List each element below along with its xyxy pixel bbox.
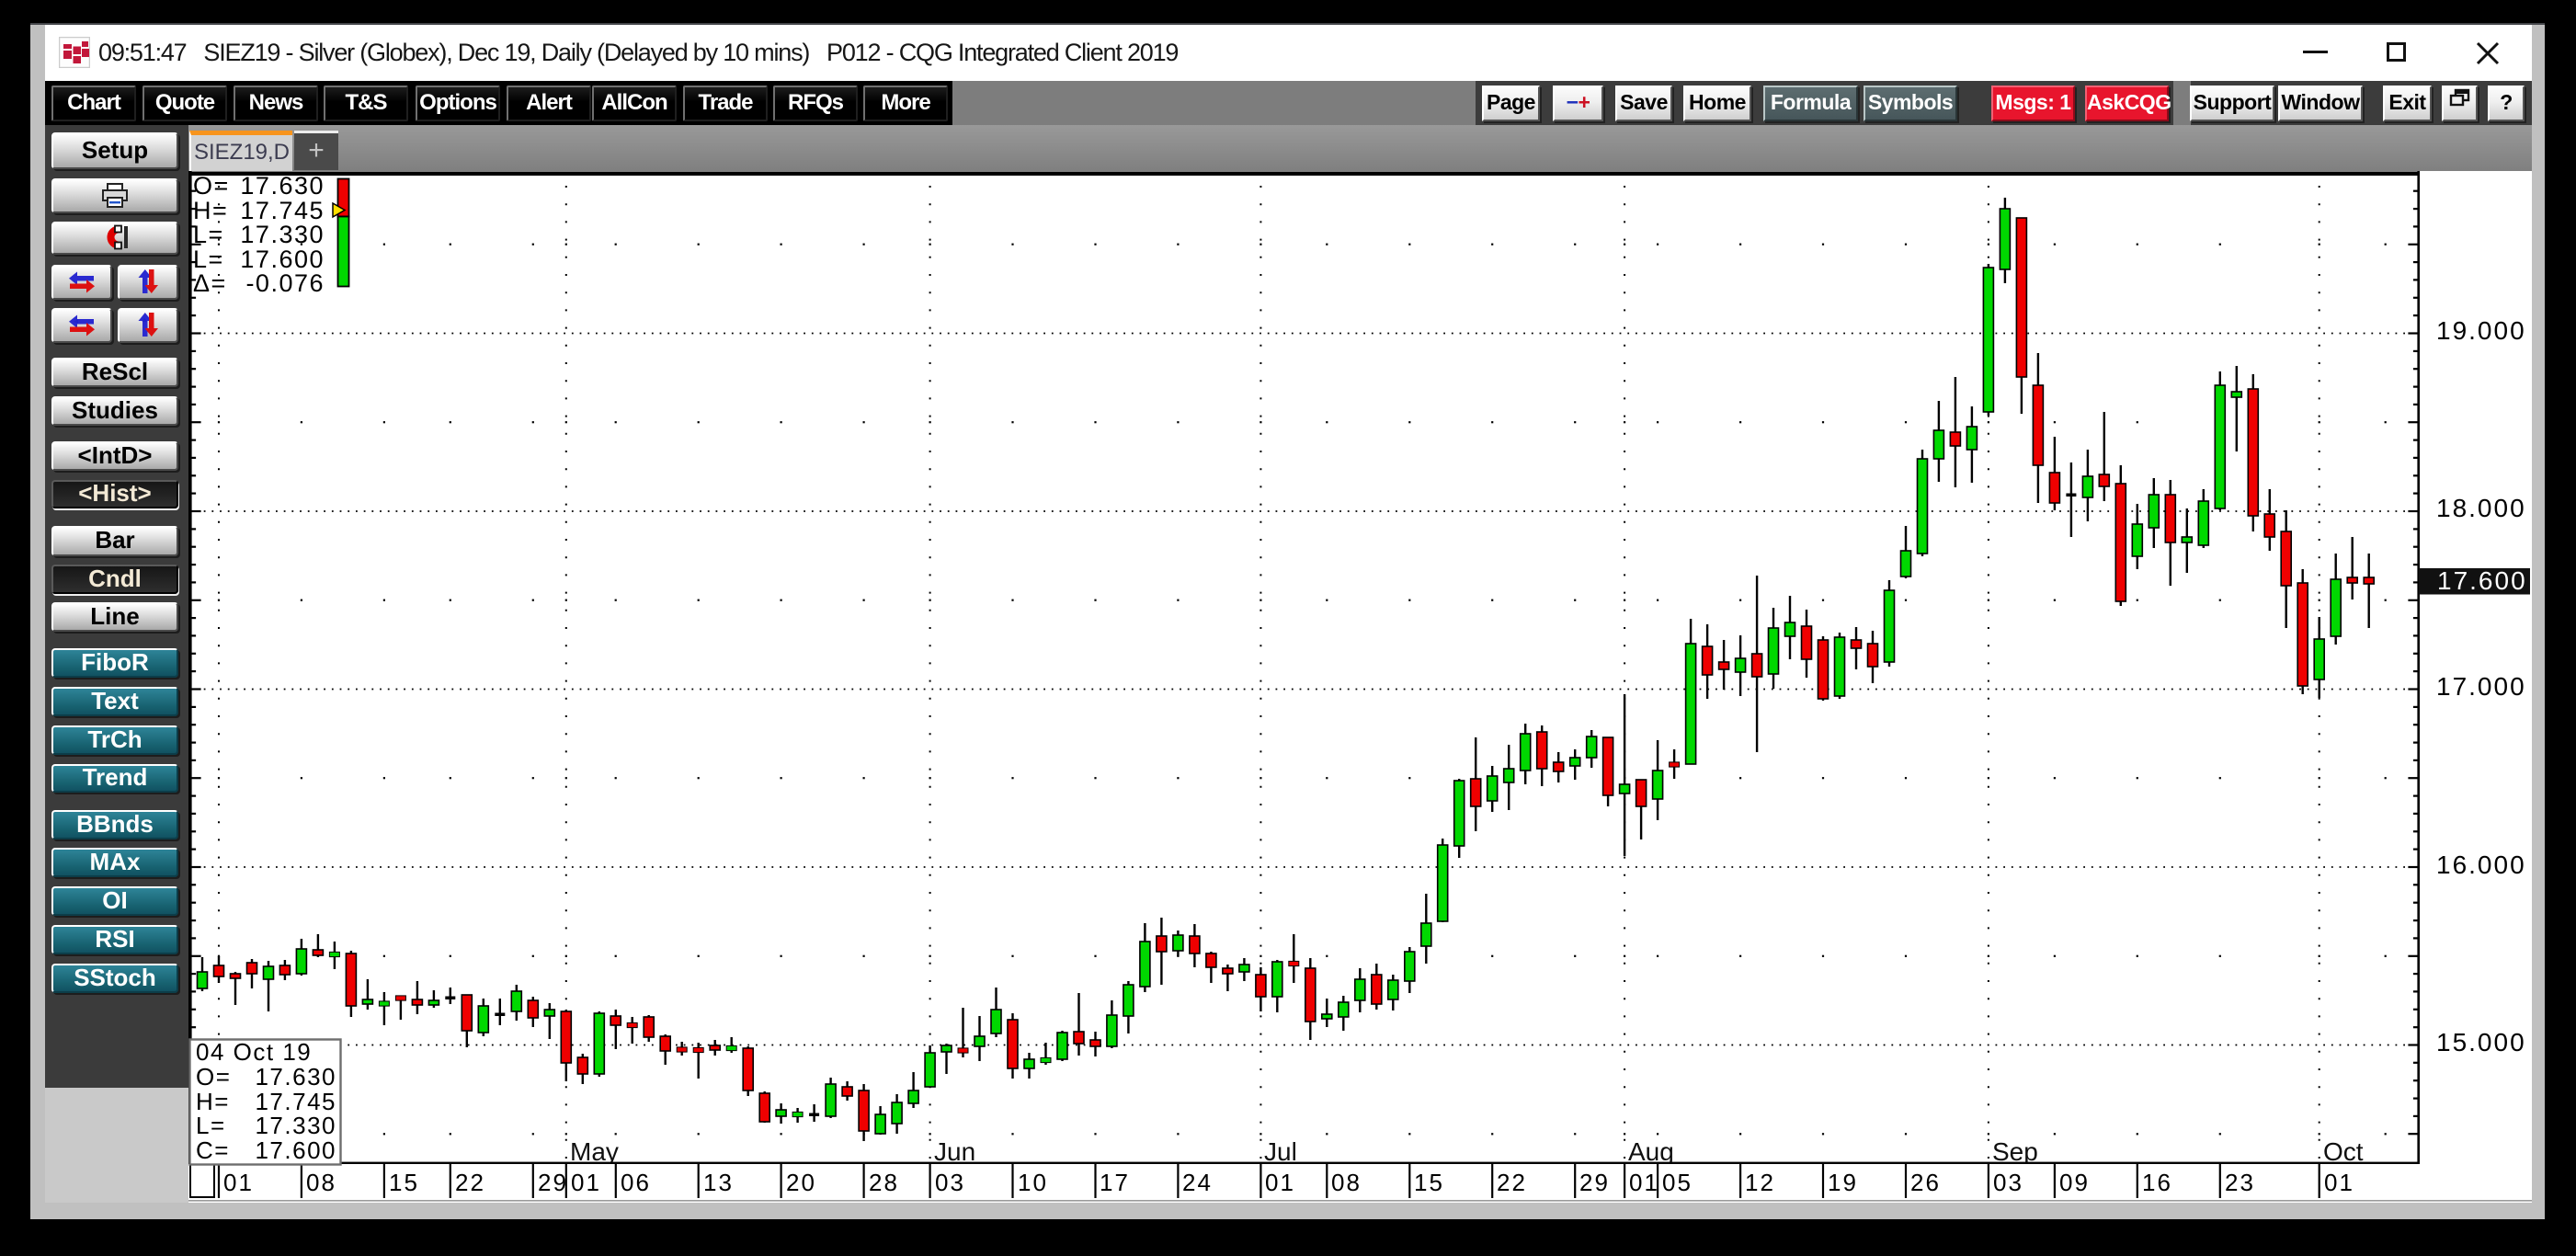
svg-text:22: 22 — [455, 1169, 485, 1196]
svg-text:06: 06 — [621, 1169, 651, 1196]
svg-text:L=: L= — [193, 221, 224, 248]
svg-text:H=: H= — [193, 197, 228, 224]
svg-text:03: 03 — [935, 1169, 965, 1196]
svg-text:10: 10 — [1018, 1169, 1048, 1196]
svg-text:17: 17 — [1100, 1169, 1130, 1196]
svg-text:Oct: Oct — [2323, 1137, 2364, 1166]
svg-text:20: 20 — [786, 1169, 816, 1196]
svg-text:17.630: 17.630 — [240, 172, 325, 200]
svg-text:13: 13 — [703, 1169, 734, 1196]
svg-text:01: 01 — [571, 1169, 601, 1196]
svg-text:12: 12 — [1745, 1169, 1775, 1196]
svg-text:O=: O= — [193, 172, 230, 200]
svg-text:18.000: 18.000 — [2436, 494, 2526, 522]
svg-text:24: 24 — [1182, 1169, 1213, 1196]
svg-text:01: 01 — [1265, 1169, 1295, 1196]
svg-text:26: 26 — [1910, 1169, 1941, 1196]
svg-text:17.600: 17.600 — [255, 1136, 336, 1164]
svg-text:28: 28 — [869, 1169, 899, 1196]
svg-text:09: 09 — [2059, 1169, 2090, 1196]
svg-text:04 Oct 19: 04 Oct 19 — [196, 1038, 312, 1066]
svg-text:Sep: Sep — [1992, 1137, 2038, 1166]
svg-text:L=: L= — [196, 1112, 226, 1139]
svg-text:15: 15 — [1414, 1169, 1444, 1196]
svg-text:23: 23 — [2225, 1169, 2255, 1196]
svg-text:17.000: 17.000 — [2436, 672, 2526, 701]
svg-text:01: 01 — [223, 1169, 254, 1196]
svg-text:Aug: Aug — [1628, 1137, 1674, 1166]
svg-text:17.600: 17.600 — [2437, 566, 2527, 595]
svg-text:17.630: 17.630 — [255, 1063, 336, 1090]
svg-text:29: 29 — [1579, 1169, 1610, 1196]
svg-text:C=: C= — [196, 1136, 230, 1164]
svg-text:O=: O= — [196, 1063, 231, 1090]
svg-text:08: 08 — [306, 1169, 336, 1196]
svg-text:19: 19 — [1828, 1169, 1858, 1196]
svg-text:05: 05 — [1662, 1169, 1693, 1196]
svg-text:17.330: 17.330 — [255, 1112, 336, 1139]
svg-text:01: 01 — [2324, 1169, 2354, 1196]
svg-text:03: 03 — [1993, 1169, 2023, 1196]
svg-text:17.330: 17.330 — [240, 221, 325, 248]
svg-text:08: 08 — [1331, 1169, 1362, 1196]
svg-text:15.000: 15.000 — [2436, 1028, 2526, 1056]
svg-text:17.745: 17.745 — [255, 1088, 336, 1115]
svg-text:May: May — [570, 1137, 619, 1166]
svg-text:29: 29 — [538, 1169, 568, 1196]
svg-text:H=: H= — [196, 1088, 230, 1115]
svg-text:Jul: Jul — [1264, 1137, 1297, 1166]
svg-text:L=: L= — [193, 245, 224, 273]
svg-text:17.600: 17.600 — [240, 245, 325, 273]
svg-text:01: 01 — [1629, 1169, 1659, 1196]
svg-text:16: 16 — [2142, 1169, 2172, 1196]
svg-text:-0.076: -0.076 — [245, 269, 325, 297]
svg-text:17.745: 17.745 — [240, 197, 325, 224]
svg-text:19.000: 19.000 — [2436, 316, 2526, 345]
svg-text:15: 15 — [389, 1169, 419, 1196]
svg-text:16.000: 16.000 — [2436, 851, 2526, 879]
svg-text:22: 22 — [1497, 1169, 1527, 1196]
svg-text:Δ=: Δ= — [193, 269, 227, 297]
svg-text:Jun: Jun — [934, 1137, 975, 1166]
